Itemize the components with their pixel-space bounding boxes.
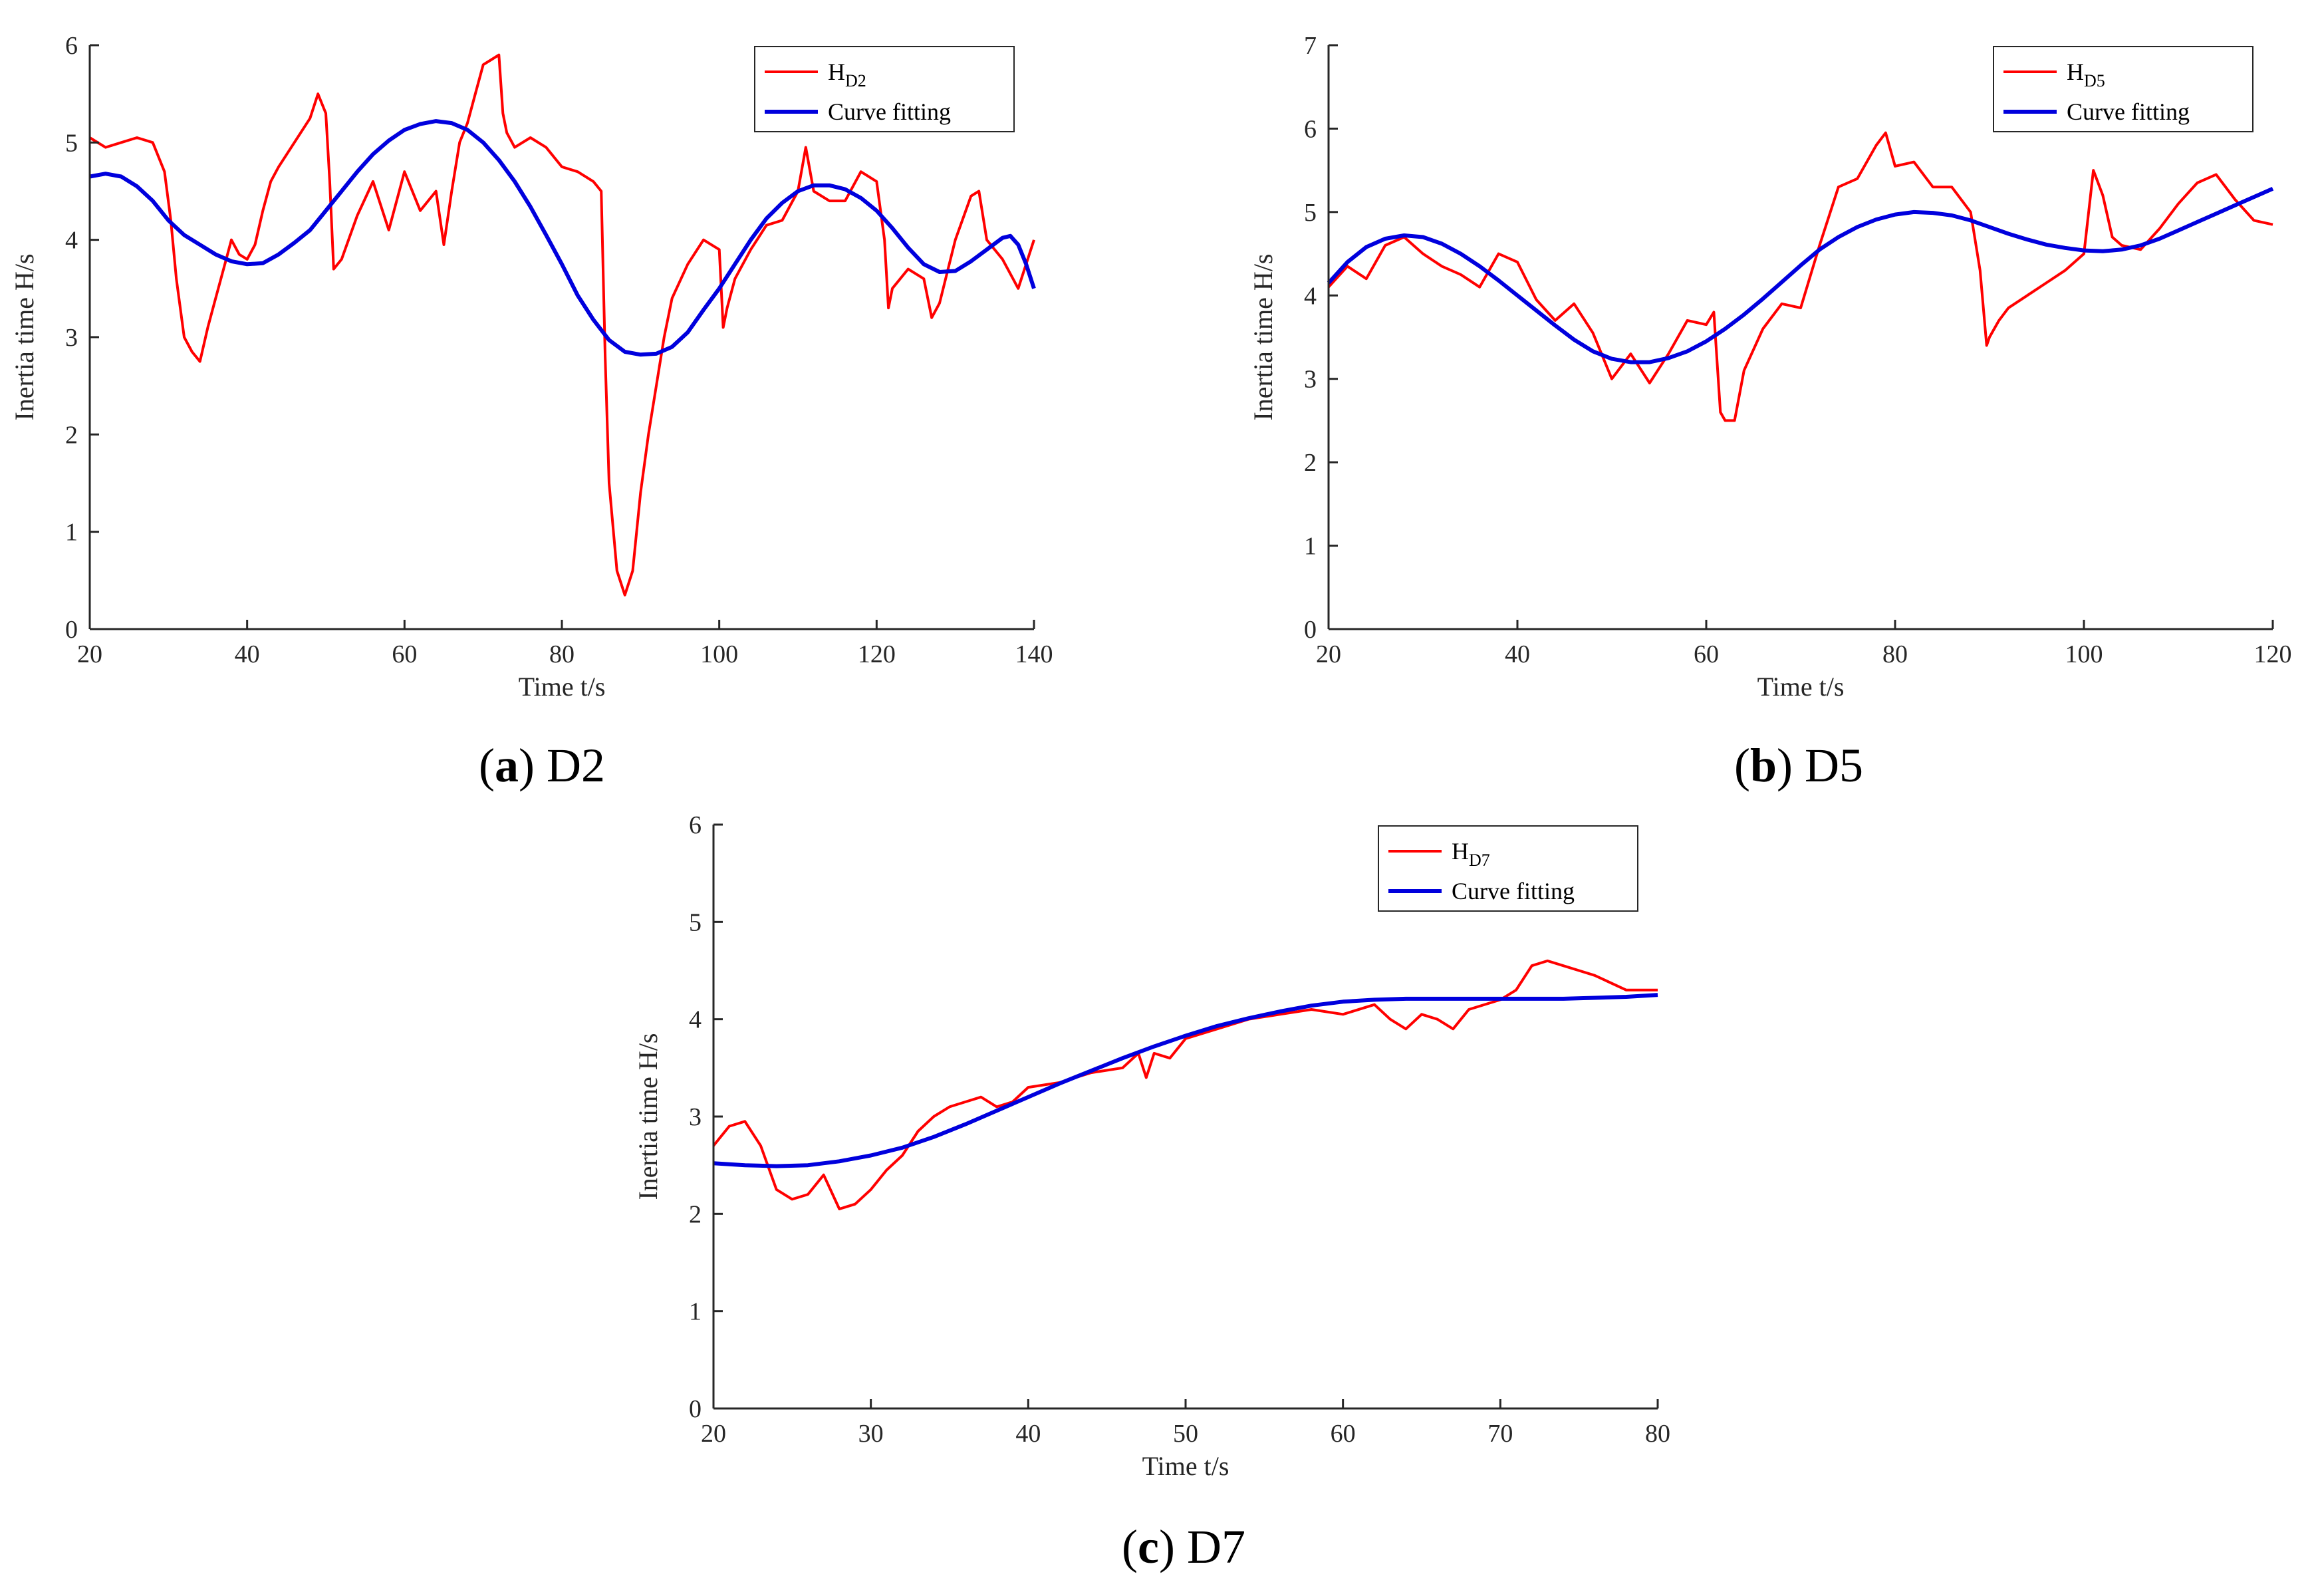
x-tick-label: 50 bbox=[1173, 1420, 1198, 1448]
x-tick-label: 40 bbox=[1505, 640, 1530, 668]
caption-letter: a bbox=[495, 739, 519, 792]
legend-entry: HD2 bbox=[828, 59, 866, 90]
panel-caption: (c) D7 bbox=[1122, 1520, 1245, 1573]
y-tick-label: 3 bbox=[1304, 366, 1317, 394]
x-tick-label: 60 bbox=[1694, 640, 1719, 668]
y-tick-label: 0 bbox=[689, 1395, 702, 1423]
y-tick-label: 1 bbox=[65, 519, 78, 547]
y-tick-label: 7 bbox=[1304, 32, 1317, 60]
legend-entry-main: H bbox=[828, 59, 845, 85]
x-tick-label: 40 bbox=[1015, 1420, 1041, 1448]
legend-box bbox=[754, 46, 1015, 132]
y-axis-label: Inertia time H/s bbox=[9, 253, 39, 420]
x-tick-label: 120 bbox=[2254, 640, 2292, 668]
y-tick-label: 2 bbox=[1304, 449, 1317, 477]
measured-series-line-a bbox=[88, 53, 1035, 597]
x-tick-label: 120 bbox=[858, 640, 896, 668]
y-tick-label: 3 bbox=[65, 324, 78, 352]
y-axis-label: Inertia time H/s bbox=[1248, 253, 1278, 420]
legend-entry: Curve fitting bbox=[1452, 878, 1575, 904]
measured-series-line-b bbox=[1327, 131, 2273, 422]
x-tick-label: 20 bbox=[77, 640, 102, 668]
y-tick-label: 4 bbox=[1304, 282, 1317, 310]
x-tick-label: 140 bbox=[1015, 640, 1053, 668]
legend-entry: Curve fitting bbox=[2067, 98, 2190, 125]
legend-entry-main: H bbox=[1452, 838, 1469, 864]
x-axis-label: Time t/s bbox=[1757, 672, 1845, 702]
caption-close-paren: ) bbox=[1159, 1520, 1175, 1573]
panel-caption: (b) D5 bbox=[1734, 739, 1863, 792]
caption-text: D2 bbox=[535, 739, 605, 792]
y-tick-label: 6 bbox=[689, 811, 702, 839]
fit-series-line-b bbox=[1327, 186, 2274, 364]
caption-open-paren: ( bbox=[1122, 1520, 1138, 1573]
x-tick-label: 20 bbox=[1316, 640, 1341, 668]
chart-panel-d2: 20 40 60 80 100 120 140 0 1 2 3 4 5 6 Time t/s Inertia … bbox=[9, 32, 1053, 792]
legend-entry-main: Curve fitting bbox=[2067, 98, 2190, 125]
chart-panel-d5: 20 40 60 80 100 120 0 1 2 3 4 5 6 7 Time t/s Inertia ti… bbox=[1248, 32, 2292, 792]
x-axis-label: Time t/s bbox=[519, 672, 606, 702]
caption-open-paren: ( bbox=[1734, 739, 1750, 792]
y-tick-label: 5 bbox=[65, 129, 78, 157]
legend-box bbox=[1993, 46, 2253, 132]
legend-entry-subscript: D2 bbox=[845, 71, 866, 90]
x-tick-label: 80 bbox=[549, 640, 575, 668]
legend-entry-main: Curve fitting bbox=[1452, 878, 1575, 904]
y-tick-label: 5 bbox=[1304, 199, 1317, 227]
caption-close-paren: ) bbox=[519, 739, 535, 792]
y-tick-label: 0 bbox=[1304, 616, 1317, 644]
legend-entry-subscript: D5 bbox=[2084, 71, 2105, 90]
caption-text: D5 bbox=[1793, 739, 1863, 792]
caption-letter: b bbox=[1750, 739, 1777, 792]
caption-close-paren: ) bbox=[1777, 739, 1793, 792]
x-tick-label: 100 bbox=[2065, 640, 2103, 668]
x-tick-label: 30 bbox=[858, 1420, 884, 1448]
y-tick-label: 3 bbox=[689, 1103, 702, 1131]
x-tick-label: 80 bbox=[1882, 640, 1908, 668]
legend-entry-main: Curve fitting bbox=[828, 98, 951, 125]
y-tick-label: 0 bbox=[65, 616, 78, 644]
y-tick-label: 5 bbox=[689, 908, 702, 936]
fit-series-line-a bbox=[89, 119, 1036, 357]
legend-entry: Curve fitting bbox=[828, 98, 951, 125]
legend-entry: HD5 bbox=[2067, 59, 2105, 90]
chart-panel-d7: 20 30 40 50 60 70 80 0 1 2 3 4 5 6 Time t/s Inertia tim… bbox=[633, 811, 1670, 1573]
x-axis-label: Time t/s bbox=[1142, 1451, 1229, 1481]
y-tick-label: 4 bbox=[689, 1006, 702, 1034]
x-tick-label: 100 bbox=[700, 640, 738, 668]
fit-series-line-c bbox=[713, 993, 1658, 1168]
measured-series-line-c bbox=[712, 959, 1658, 1210]
x-tick-label: 70 bbox=[1487, 1420, 1513, 1448]
legend-entry: HD7 bbox=[1452, 838, 1490, 870]
y-axis-label: Inertia time H/s bbox=[633, 1033, 663, 1200]
x-tick-label: 60 bbox=[392, 640, 417, 668]
y-tick-label: 6 bbox=[65, 32, 78, 60]
x-tick-label: 60 bbox=[1331, 1420, 1356, 1448]
caption-letter: c bbox=[1138, 1520, 1159, 1573]
y-tick-label: 4 bbox=[65, 227, 78, 255]
panel-caption: (a) D2 bbox=[479, 739, 605, 792]
x-tick-label: 20 bbox=[701, 1420, 726, 1448]
y-tick-label: 2 bbox=[65, 421, 78, 449]
x-tick-label: 80 bbox=[1645, 1420, 1670, 1448]
legend-entry-subscript: D7 bbox=[1469, 851, 1490, 870]
y-tick-label: 1 bbox=[689, 1298, 702, 1326]
x-tick-label: 40 bbox=[235, 640, 260, 668]
y-tick-label: 6 bbox=[1304, 115, 1317, 143]
legend-entry-main: H bbox=[2067, 59, 2084, 85]
y-tick-label: 2 bbox=[689, 1200, 702, 1228]
legend-box bbox=[1378, 825, 1638, 912]
caption-text: D7 bbox=[1175, 1520, 1245, 1573]
y-tick-label: 1 bbox=[1304, 533, 1317, 561]
caption-open-paren: ( bbox=[479, 739, 495, 792]
